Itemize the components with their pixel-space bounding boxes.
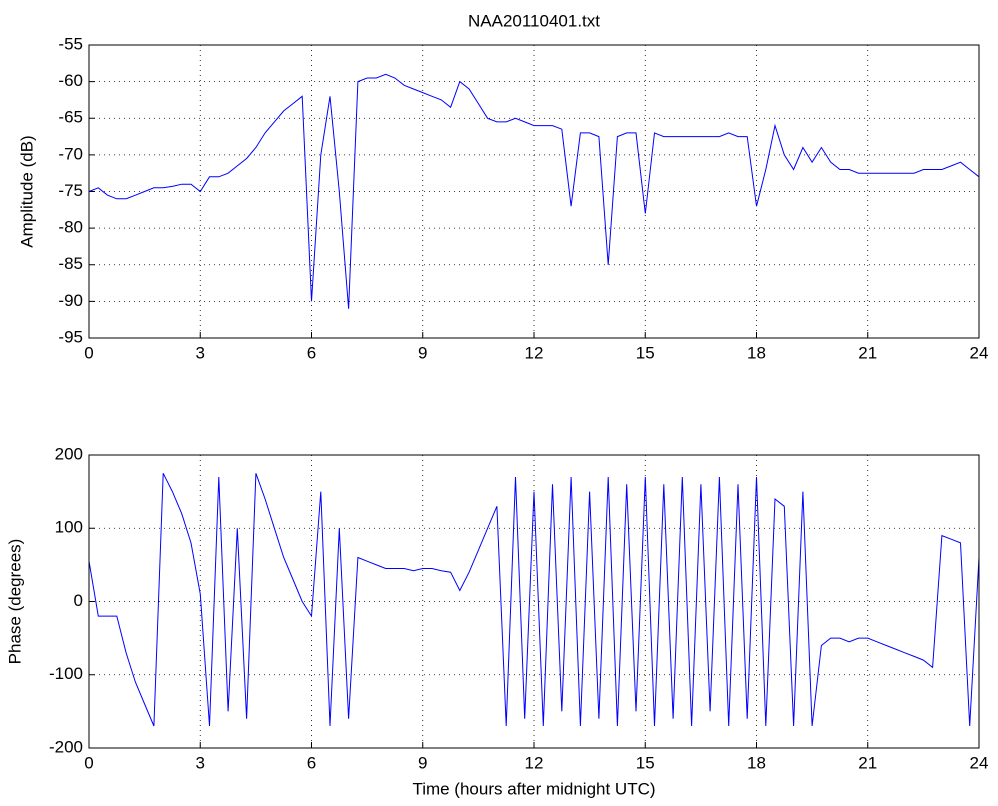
x-axis-label: Time (hours after midnight UTC) — [412, 779, 655, 798]
data-line — [88, 73, 980, 309]
x-tick-label: 0 — [84, 343, 93, 362]
x-tick-label: 0 — [84, 753, 93, 772]
x-tick-label: 21 — [858, 753, 877, 772]
x-tick-label: 24 — [970, 753, 989, 772]
y-tick-label: -95 — [58, 327, 83, 346]
chart-title: NAA20110401.txt — [468, 11, 600, 30]
y-tick-label: -85 — [58, 254, 83, 273]
x-tick-label: 18 — [747, 343, 766, 362]
y-tick-label: -60 — [58, 71, 83, 90]
y-tick-label: -55 — [58, 34, 83, 53]
x-tick-label: 3 — [196, 343, 205, 362]
x-tick-label: 12 — [525, 753, 544, 772]
data-line — [88, 473, 980, 727]
y-tick-label: 200 — [55, 444, 83, 463]
x-tick-label: 12 — [525, 343, 544, 362]
y-axis-label: Amplitude (dB) — [17, 135, 36, 247]
axes-box — [88, 454, 980, 749]
y-tick-label: -65 — [58, 108, 83, 127]
x-tick-label: 18 — [747, 753, 766, 772]
y-tick-label: -200 — [49, 737, 83, 756]
x-tick-label: 9 — [418, 753, 427, 772]
x-tick-label: 24 — [970, 343, 989, 362]
y-tick-label: -80 — [58, 218, 83, 237]
axes-box — [88, 44, 980, 339]
y-tick-label: -90 — [58, 291, 83, 310]
y-tick-label: -70 — [58, 144, 83, 163]
y-tick-label: -100 — [49, 664, 83, 683]
y-tick-label: 100 — [55, 518, 83, 537]
y-tick-label: -75 — [58, 181, 83, 200]
x-tick-label: 6 — [307, 343, 316, 362]
x-tick-label: 15 — [636, 343, 655, 362]
y-axis-label: Phase (degrees) — [5, 539, 24, 665]
x-tick-label: 3 — [196, 753, 205, 772]
x-tick-label: 9 — [418, 343, 427, 362]
x-tick-label: 6 — [307, 753, 316, 772]
x-tick-label: 21 — [858, 343, 877, 362]
y-tick-label: 0 — [74, 591, 83, 610]
x-tick-label: 15 — [636, 753, 655, 772]
